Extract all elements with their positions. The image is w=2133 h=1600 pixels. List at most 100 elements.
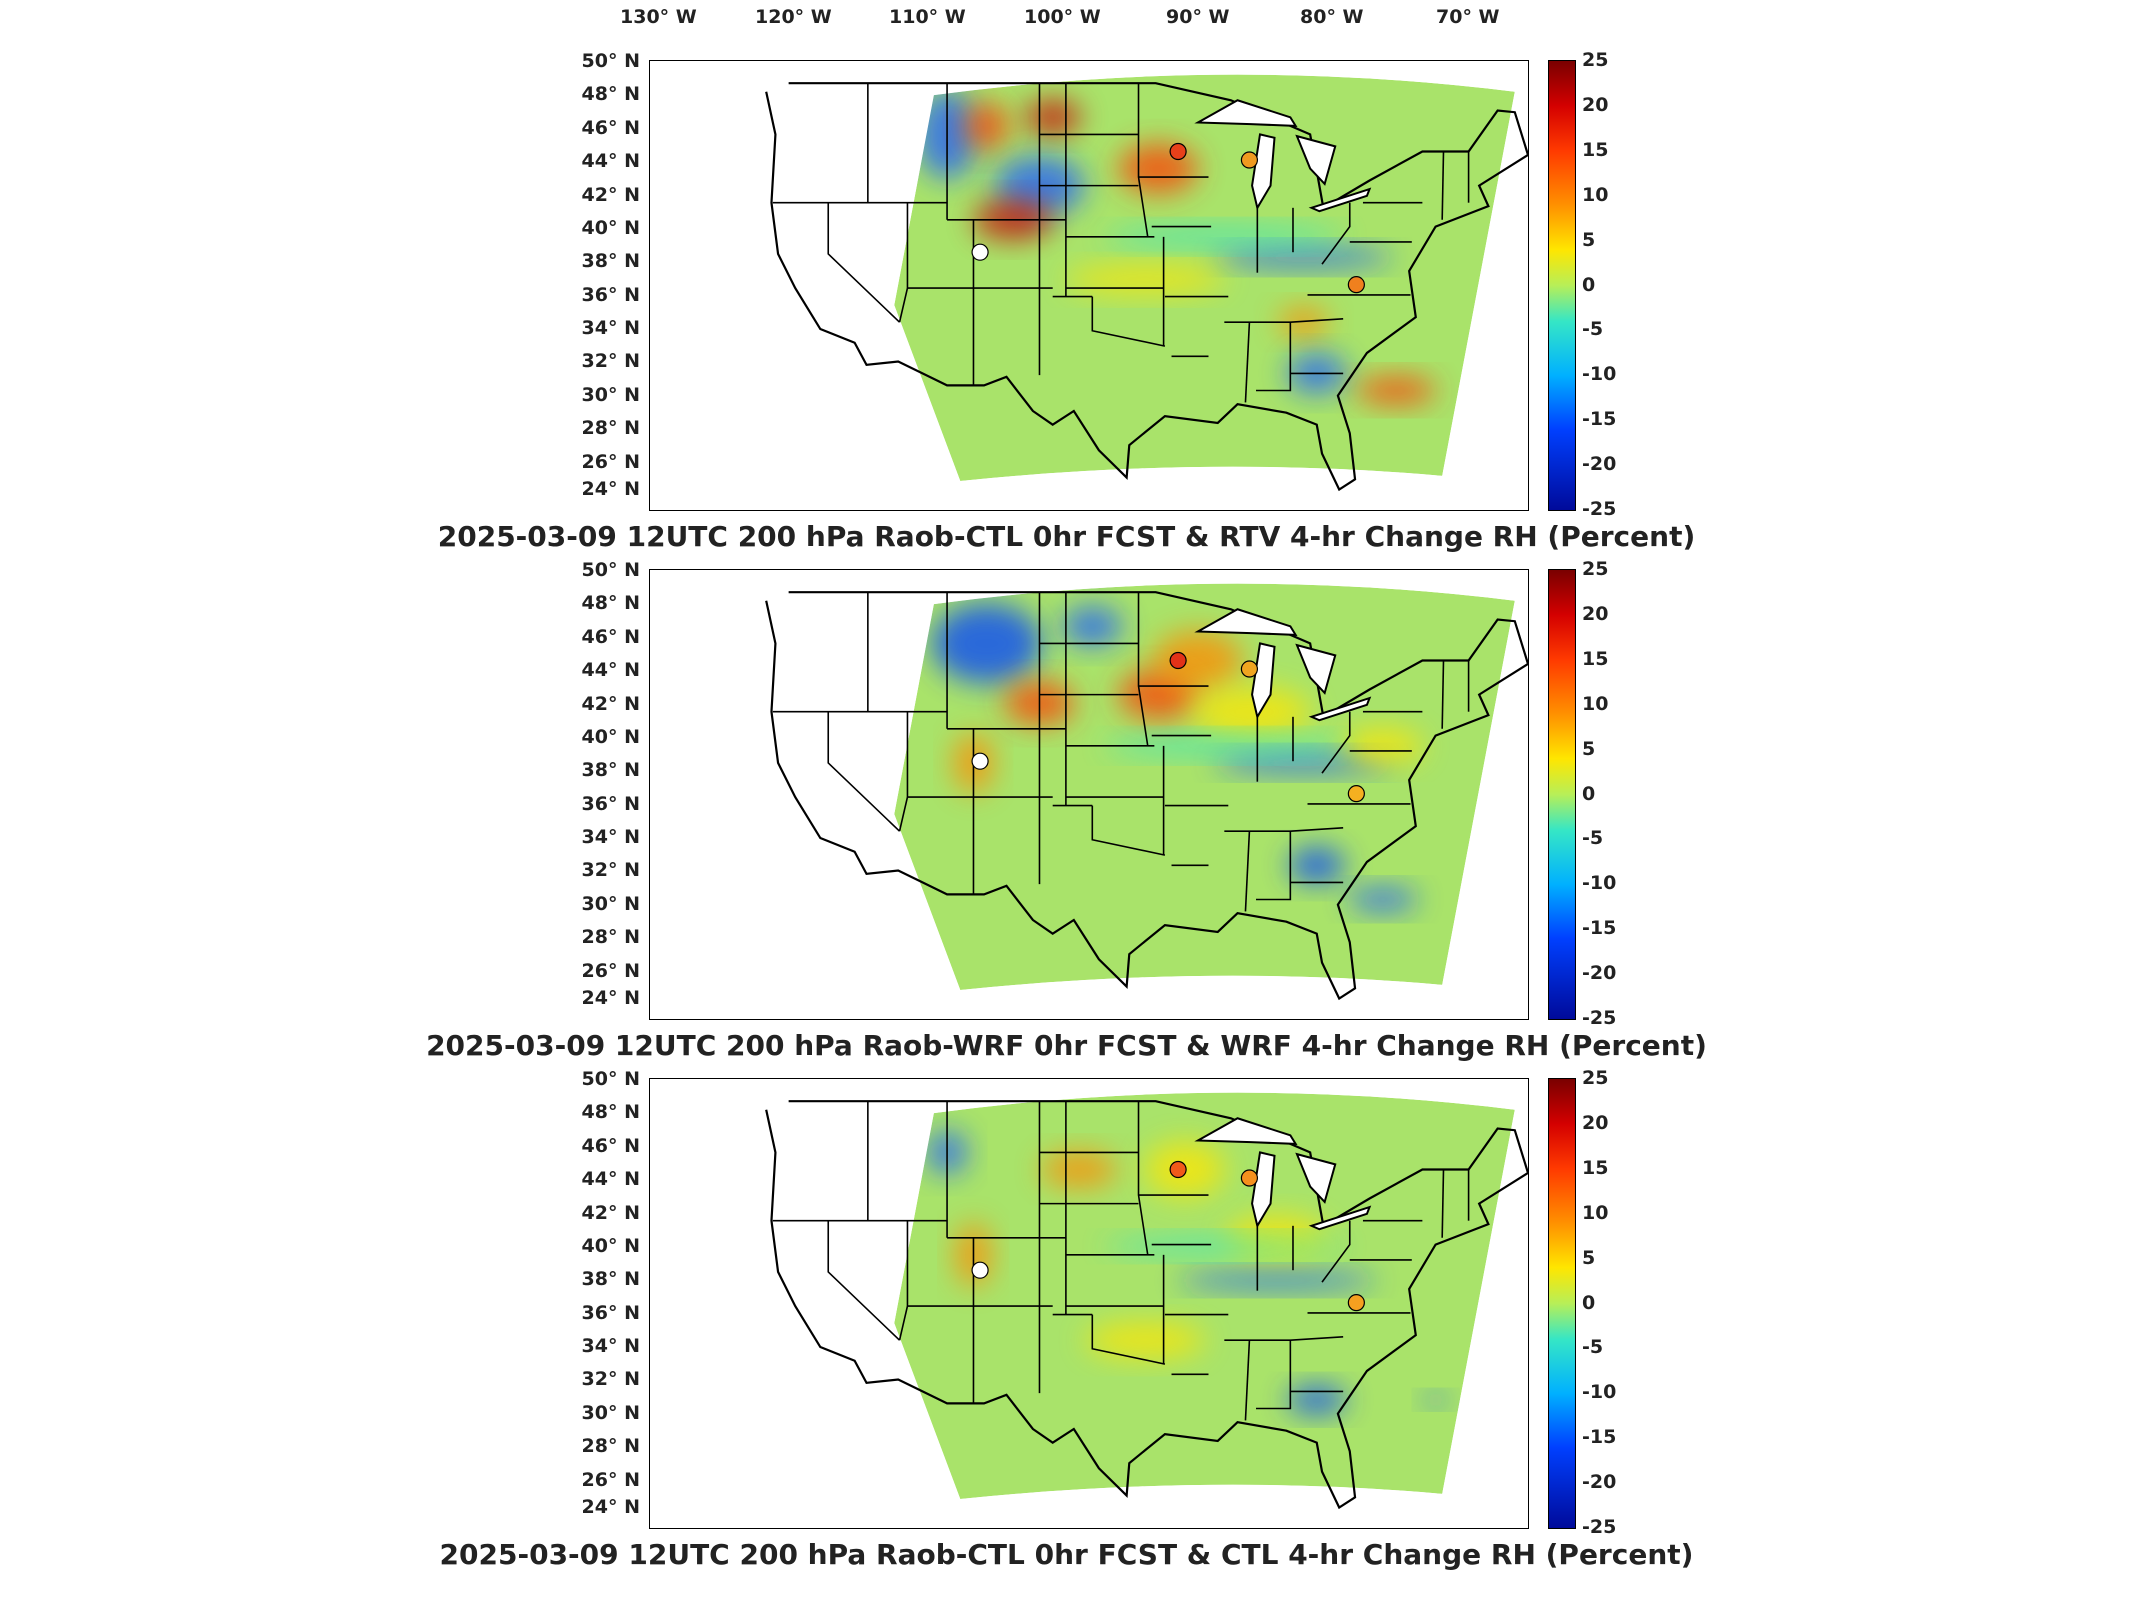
panel-title: 2025-03-09 12UTC 200 hPa Raob-CTL 0hr FC… — [437, 520, 1696, 553]
colorbar — [1548, 1078, 1576, 1529]
colorbar-tick-label: -15 — [1582, 1426, 1617, 1448]
lat-label: 38° N — [581, 1268, 640, 1290]
lat-label: 48° N — [581, 83, 640, 105]
lat-label: 28° N — [581, 1435, 640, 1457]
lat-label: 24° N — [581, 1496, 640, 1518]
lat-label: 24° N — [581, 987, 640, 1009]
lake-huron — [1295, 1152, 1337, 1204]
state-boundary — [827, 711, 901, 832]
lat-label: 26° N — [581, 451, 640, 473]
lat-label: 36° N — [581, 793, 640, 815]
field-anomaly — [1065, 265, 1226, 294]
panel-title: 2025-03-09 12UTC 200 hPa Raob-CTL 0hr FC… — [439, 1538, 1694, 1571]
lat-label: 46° N — [581, 117, 640, 139]
lat-label: 46° N — [581, 626, 640, 648]
state-boundary — [1256, 831, 1292, 901]
lake-superior — [1194, 1117, 1298, 1145]
lat-label: 36° N — [581, 1302, 640, 1324]
station-green-bay — [1240, 1169, 1259, 1187]
lat-label: 28° N — [581, 926, 640, 948]
field-anomaly — [1213, 247, 1394, 268]
colorbar-tick-label: 10 — [1582, 693, 1609, 715]
station-green-bay — [1240, 151, 1259, 169]
colorbar-tick-label: 25 — [1582, 49, 1609, 71]
colorbar-tick-label: 5 — [1582, 229, 1596, 251]
state-boundary — [1224, 1335, 1344, 1342]
colorbar-tick-label: 10 — [1582, 184, 1609, 206]
state-boundary — [1441, 660, 1445, 729]
state-boundary — [1244, 322, 1251, 403]
colorbar-tick-label: -10 — [1582, 363, 1617, 385]
lat-label: 32° N — [581, 1368, 640, 1390]
state-boundary — [1137, 592, 1149, 746]
lat-label: 38° N — [581, 759, 640, 781]
field-anomaly — [964, 101, 1009, 150]
state-boundary — [1224, 826, 1344, 833]
state-boundary — [1441, 1169, 1445, 1238]
field-anomaly — [1177, 1271, 1378, 1290]
field-anomaly — [1062, 606, 1123, 647]
lat-label: 44° N — [581, 659, 640, 681]
colorbar-tick-label: 20 — [1582, 94, 1609, 116]
field-anomaly — [1355, 376, 1436, 405]
state-boundary — [898, 202, 909, 323]
field-anomaly — [1024, 99, 1081, 136]
colorbar — [1548, 60, 1576, 511]
field-anomaly — [1104, 1237, 1345, 1256]
station-minneapolis — [1169, 1160, 1187, 1179]
lon-label-80w: 80° W — [1300, 6, 1364, 28]
state-boundary — [1321, 711, 1351, 774]
colorbar-tick-label: -15 — [1582, 917, 1617, 939]
lat-label: 30° N — [581, 384, 640, 406]
state-boundary — [1321, 1220, 1351, 1283]
colorbar-tick-label: -10 — [1582, 1381, 1617, 1403]
map-panel-2: 50° N 48° N 46° N 44° N 42° N 40° N 38° N 36° N… — [0, 558, 2133, 1089]
field-anomaly — [1342, 727, 1423, 764]
lon-label-100w: 100° W — [1024, 6, 1101, 28]
lat-label: 30° N — [581, 1402, 640, 1424]
lon-label-120w: 120° W — [755, 6, 832, 28]
lat-label: 34° N — [581, 317, 640, 339]
station-minneapolis — [1169, 651, 1187, 670]
lat-label: 44° N — [581, 1168, 640, 1190]
state-boundary — [898, 1220, 909, 1341]
lat-label: 50° N — [581, 50, 640, 72]
colorbar-tick-label: -5 — [1582, 1336, 1604, 1358]
map-panel-1: 50° N 48° N 46° N 44° N 42° N 40° N 38° N 36° N… — [0, 49, 2133, 580]
map-panel-3: 50° N 48° N 46° N 44° N 42° N 40° N 38° N 36° N… — [0, 1067, 2133, 1598]
lat-label: 44° N — [581, 150, 640, 172]
lat-label: 26° N — [581, 960, 640, 982]
state-boundary — [827, 202, 901, 323]
lat-label: 30° N — [581, 893, 640, 915]
station-roanoke — [1347, 1294, 1365, 1312]
lake-superior — [1194, 608, 1298, 636]
field-anomaly — [1041, 1151, 1118, 1188]
colorbar-tick-label: 5 — [1582, 738, 1596, 760]
state-boundary — [1256, 1340, 1292, 1410]
lat-label: 32° N — [581, 859, 640, 881]
field-anomaly — [1286, 1385, 1347, 1414]
lon-label-130w: 130° W — [620, 6, 697, 28]
state-boundary — [1244, 831, 1251, 912]
lake-michigan — [1251, 133, 1276, 211]
field-anomaly — [1423, 1393, 1448, 1406]
state-boundary — [1256, 322, 1292, 392]
state-boundary — [1091, 296, 1166, 347]
lake-huron — [1295, 643, 1337, 695]
lat-label: 38° N — [581, 250, 640, 272]
colorbar-tick-label: 0 — [1582, 783, 1596, 805]
lake-erie — [1308, 1205, 1372, 1231]
lon-label-90w: 90° W — [1166, 6, 1230, 28]
lon-label-110w: 110° W — [889, 6, 966, 28]
station-green-bay — [1240, 660, 1259, 678]
field-anomaly — [1213, 752, 1394, 773]
lat-label: 50° N — [581, 1068, 640, 1090]
field-anomaly — [1152, 630, 1243, 691]
station-minneapolis — [1169, 142, 1187, 161]
lat-label: 34° N — [581, 1335, 640, 1357]
lat-label: 36° N — [581, 284, 640, 306]
station-grand-junction — [971, 752, 989, 770]
lat-label: 34° N — [581, 826, 640, 848]
us-coastline — [765, 1100, 1528, 1510]
lat-label: 48° N — [581, 592, 640, 614]
